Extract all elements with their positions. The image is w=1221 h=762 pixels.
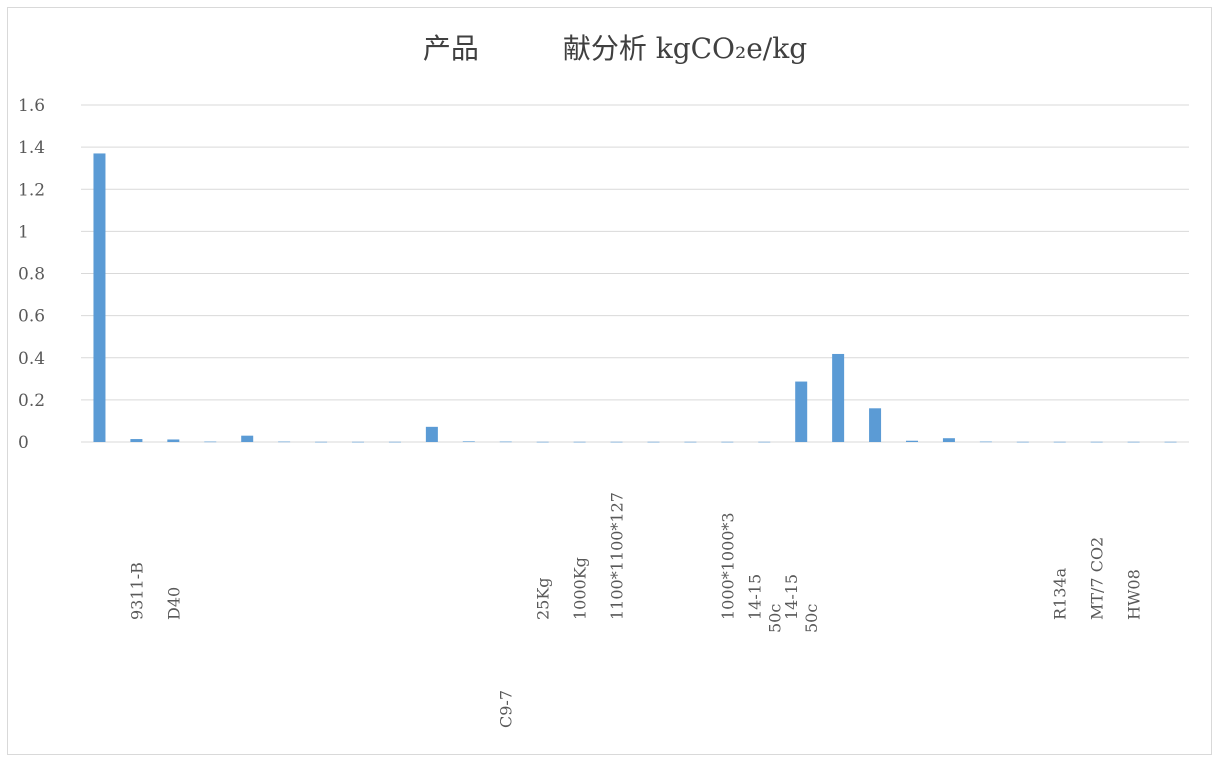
y-tick-label: 1.2 xyxy=(18,180,45,200)
y-tick-label: 0.4 xyxy=(18,349,45,369)
bar xyxy=(1164,441,1177,443)
bar xyxy=(93,153,106,442)
bar xyxy=(647,441,660,443)
svg-text:D40: D40 xyxy=(164,587,183,620)
x-category-label: 1000*1000*3 xyxy=(718,512,737,620)
y-tick-label: 1 xyxy=(18,222,29,242)
x-category-label: 1000Kg xyxy=(571,557,590,620)
bar xyxy=(278,441,291,443)
bar xyxy=(425,426,438,442)
bar xyxy=(832,353,845,442)
bar xyxy=(721,441,734,443)
bar xyxy=(942,438,955,442)
bar xyxy=(1090,441,1103,443)
x-category-label: 9311-B xyxy=(127,562,146,620)
svg-text:MT/7 CO2: MT/7 CO2 xyxy=(1088,537,1107,620)
bar xyxy=(684,441,697,443)
svg-text:1000Kg: 1000Kg xyxy=(571,557,590,620)
y-tick-label: 1.6 xyxy=(18,96,45,116)
svg-text:1100*1100*127: 1100*1100*127 xyxy=(608,492,627,620)
x-category-label: HW08 xyxy=(1125,569,1144,620)
svg-text:1000*1000*3: 1000*1000*3 xyxy=(718,512,737,620)
bars xyxy=(93,153,1177,443)
bar xyxy=(499,441,512,443)
bar xyxy=(1053,441,1066,443)
bar xyxy=(462,441,475,442)
bar xyxy=(758,441,771,443)
svg-text:C9-7: C9-7 xyxy=(497,690,516,728)
bar xyxy=(869,408,882,442)
bar xyxy=(315,441,328,443)
y-axis-ticks: 0 0.2 0.4 0.6 0.8 1 1.2 1.4 1.6 xyxy=(18,96,45,453)
x-category-label: MT/7 CO2 xyxy=(1088,537,1107,620)
bar xyxy=(536,441,549,443)
x-category-label: C9-7 xyxy=(497,690,516,728)
x-category-label: 25Kg xyxy=(534,577,553,620)
bar xyxy=(979,441,992,443)
bar xyxy=(610,441,623,443)
chart-frame: 产品 献分析 kgCO₂e/kg 0 0.2 0.4 0.6 0.8 1 1.2 1.4 1.6… xyxy=(7,7,1212,755)
x-category-label: 14-15 50c xyxy=(745,574,784,633)
bar xyxy=(241,435,254,442)
bar-chart: 产品 献分析 kgCO₂e/kg 0 0.2 0.4 0.6 0.8 1 1.2 1.4 1.6… xyxy=(18,32,1189,728)
svg-text:50c: 50c xyxy=(765,604,784,633)
x-category-label: R134a xyxy=(1051,567,1070,620)
svg-text:50c: 50c xyxy=(802,604,821,633)
svg-text:14-15: 14-15 xyxy=(745,574,764,620)
bar xyxy=(795,381,808,442)
svg-text:14-15: 14-15 xyxy=(782,574,801,620)
bar xyxy=(1127,441,1140,443)
y-tick-label: 0.8 xyxy=(18,265,45,285)
bar xyxy=(167,439,180,442)
x-category-label: 14-15 50c xyxy=(782,574,821,633)
bar xyxy=(1016,441,1029,443)
bar xyxy=(573,441,586,443)
x-category-label: 1100*1100*127 xyxy=(608,492,627,620)
svg-text:HW08: HW08 xyxy=(1125,569,1144,620)
category-labels: 9311-B D40 C9-7 25Kg 1000Kg 1100*1100*127 1000… xyxy=(127,492,1143,728)
bar xyxy=(130,439,143,442)
svg-text:9311-B: 9311-B xyxy=(127,562,146,620)
y-tick-label: 0.6 xyxy=(18,307,45,327)
bar xyxy=(204,441,217,443)
chart-title: 产品 献分析 kgCO₂e/kg xyxy=(423,32,807,65)
svg-text:R134a: R134a xyxy=(1051,567,1070,620)
bar xyxy=(906,440,918,442)
x-category-label: D40 xyxy=(164,587,183,620)
y-tick-label: 0 xyxy=(18,433,29,453)
gridlines xyxy=(81,104,1189,443)
y-tick-label: 1.4 xyxy=(18,138,45,158)
y-tick-label: 0.2 xyxy=(18,391,45,411)
bar xyxy=(352,441,364,443)
svg-text:25Kg: 25Kg xyxy=(534,577,553,620)
bar xyxy=(388,441,401,443)
